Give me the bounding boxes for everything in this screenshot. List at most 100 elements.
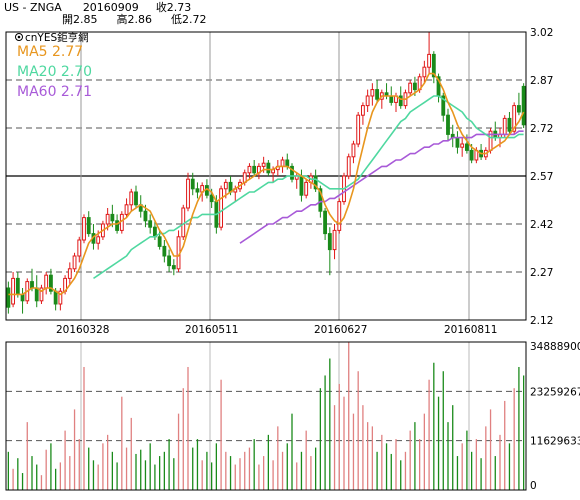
candle-body (521, 85, 526, 126)
candle-body (72, 255, 77, 270)
date-tick-label: 20160811 (444, 324, 497, 336)
candle-body (20, 293, 25, 302)
candle-body (427, 53, 432, 68)
candle-body (290, 165, 294, 180)
ma20-line (93, 95, 524, 280)
ma-legend: MA5 2.77 MA20 2.70 MA60 2.71 (17, 44, 92, 100)
price-tick-label: 2.87 (530, 75, 553, 87)
candle-body (469, 149, 474, 161)
moving-average-lines (8, 72, 525, 296)
open-label: 開2.85 (62, 13, 98, 26)
price-grid (6, 32, 526, 490)
candle-body (219, 188, 224, 228)
chart-header-row-2: 開2.85 高2.86 低2.72 (62, 14, 207, 26)
candle-body (157, 236, 162, 247)
candle-body (408, 82, 413, 94)
candle-body (186, 178, 190, 209)
date-label: 20160909 (82, 1, 139, 14)
candle-body (446, 114, 450, 135)
date-tick-label: 20160328 (56, 324, 109, 336)
candle-body (512, 105, 517, 132)
watermark-text: cnYES鉅亨網 (25, 31, 89, 44)
candle-body (129, 191, 134, 206)
candle-body (252, 165, 257, 174)
volume-tick-label: 11629633 (530, 436, 580, 448)
candle-body (82, 217, 86, 241)
candle-body (190, 178, 195, 190)
date-tick-label: 20160627 (314, 324, 367, 336)
candle-body (360, 105, 365, 116)
candle-body (313, 175, 318, 190)
candle-body (323, 210, 328, 235)
candle-body (124, 204, 129, 215)
candle-body (351, 143, 356, 158)
candle-body (86, 217, 91, 235)
watermark-logo-dot (17, 35, 21, 39)
candle-body (441, 95, 446, 116)
ma60-line (239, 130, 524, 244)
candle-body (48, 274, 53, 292)
candle-body (77, 239, 82, 257)
low-label: 低2.72 (171, 13, 207, 26)
candle-body (247, 165, 252, 174)
date-tick-label: 20160511 (185, 324, 238, 336)
volume-tick-label: 23259267 (530, 386, 580, 398)
candle-body (195, 188, 200, 193)
candle-body (304, 181, 309, 196)
candle-body (332, 229, 337, 251)
candle-body (280, 159, 285, 167)
candle-body (398, 95, 403, 107)
candle-body (6, 287, 11, 308)
candle-body (30, 281, 34, 289)
chart-header-row-1: US - ZNGA 20160909 收2.73 (4, 2, 191, 14)
candle-body (389, 95, 394, 103)
price-tick-label: 2.42 (530, 219, 553, 231)
candle-body (365, 95, 370, 107)
candle-body (44, 274, 49, 289)
candle-body (53, 290, 58, 305)
candle-body (337, 201, 342, 231)
candle-body (356, 114, 361, 145)
price-tick-label: 2.27 (530, 267, 553, 279)
candle-body (105, 213, 110, 225)
candle-body (110, 213, 115, 222)
candle-body (134, 191, 138, 206)
volume-axis-labels: 34888900 23259267 11629633 0 (530, 341, 580, 492)
candle-body (370, 89, 375, 97)
candle-body (148, 220, 153, 228)
candle-body (96, 236, 101, 244)
price-tick-label: 3.02 (530, 27, 553, 39)
volume-bars (7, 342, 525, 490)
price-tick-label: 2.12 (530, 315, 553, 327)
candle-body (318, 188, 323, 212)
candle-body (167, 255, 172, 267)
candle-body (285, 159, 290, 167)
volume-tick-label: 0 (530, 480, 537, 492)
candle-body (261, 162, 266, 167)
volume-panel-frame (5, 341, 527, 491)
candle-body (431, 53, 436, 78)
ma5-line (8, 72, 525, 296)
candle-body (346, 156, 351, 177)
price-tick-label: 2.57 (530, 171, 553, 183)
volume-tick-label: 34888900 (530, 341, 580, 353)
volume-grid (6, 390, 526, 442)
candle-body (299, 175, 304, 196)
ma-legend-ma60: MA60 2.71 (17, 84, 92, 100)
candle-body (15, 277, 20, 295)
high-label: 高2.86 (116, 13, 153, 26)
candle-body (502, 117, 507, 135)
candle-body (516, 105, 521, 113)
candle-body (422, 66, 427, 78)
watermark-logo-icon (15, 33, 23, 41)
candle-body (460, 143, 465, 148)
candle-body (115, 220, 120, 231)
candle-body (39, 287, 44, 302)
candle-body (223, 181, 228, 190)
candle-body (507, 117, 512, 132)
price-axis-labels: 3.02 2.87 2.72 2.57 2.42 2.27 2.12 (530, 27, 553, 327)
watermark: cnYES鉅亨網 (15, 31, 89, 44)
candle-body (58, 290, 63, 305)
price-panel-frame (5, 31, 527, 321)
